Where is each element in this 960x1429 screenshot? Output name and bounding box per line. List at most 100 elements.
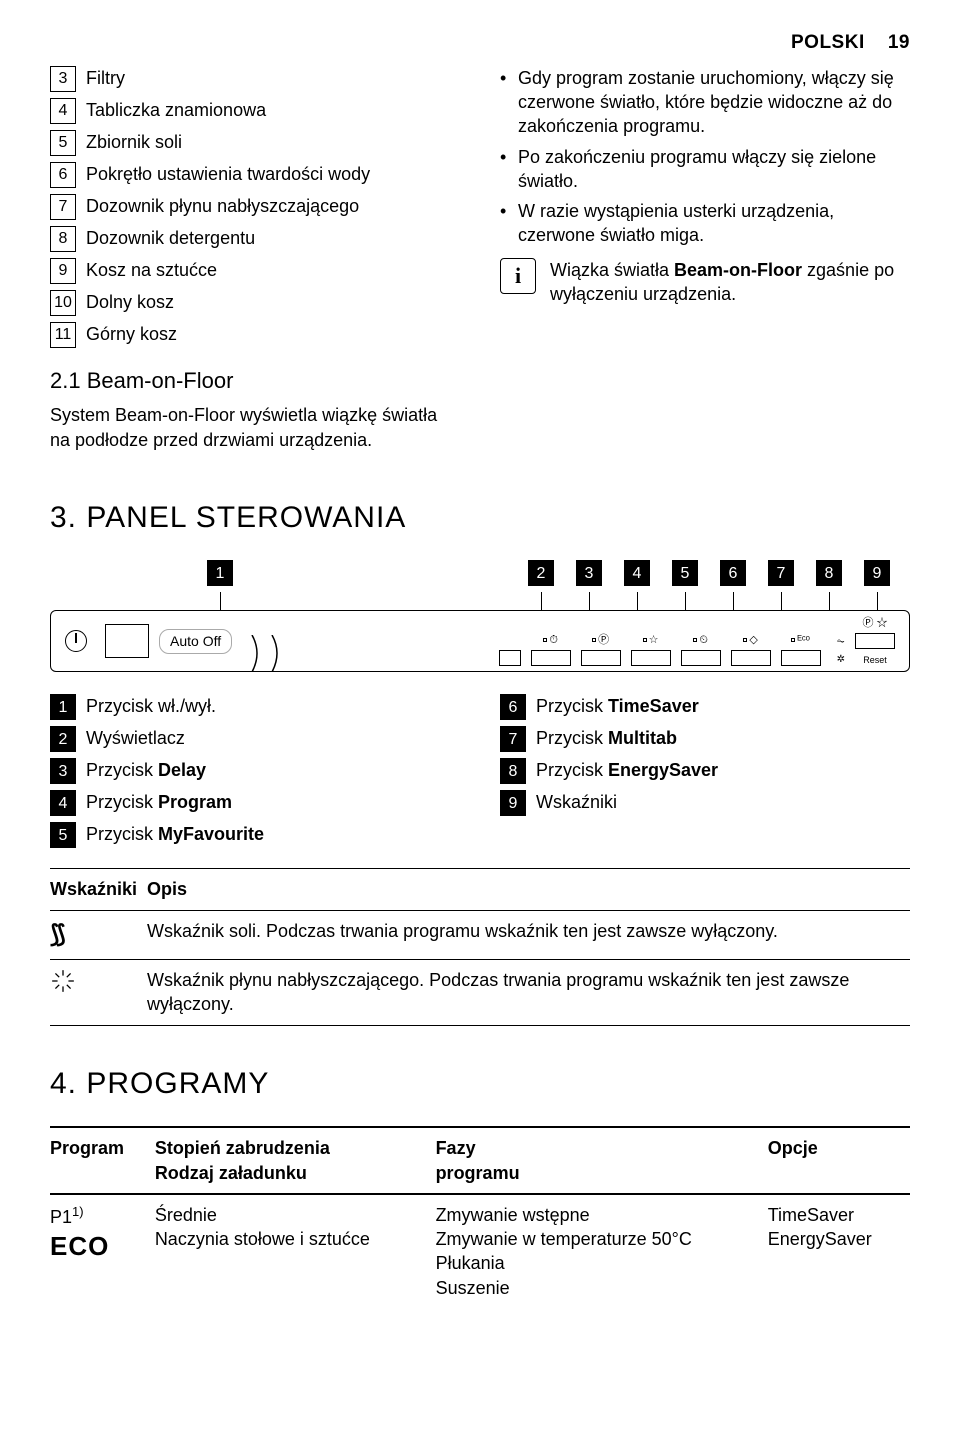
legend-item: 5Przycisk MyFavourite <box>50 822 460 848</box>
legend-label: Przycisk Program <box>86 790 232 814</box>
legend-number: 8 <box>500 758 526 784</box>
list-number: 3 <box>50 66 76 92</box>
list-label: Kosz na sztućce <box>86 258 217 282</box>
info-note-row: i Wiązka światła Beam-on-Floor zgaśnie p… <box>500 258 910 307</box>
list-label: Dozownik detergentu <box>86 226 255 250</box>
auto-off-label: Auto Off <box>159 629 232 654</box>
parts-list-item: 11 Górny kosz <box>50 322 460 348</box>
parts-list-item: 10 Dolny kosz <box>50 290 460 316</box>
indicators-table: Wskaźniki Opis ⟆⟆ Wskaźnik soli. Podczas… <box>50 868 910 1025</box>
power-icon <box>65 630 87 652</box>
list-label: Dozownik płynu nabłyszczającego <box>86 194 359 218</box>
header-lang: POLSKI <box>791 32 865 53</box>
parts-list-item: 6 Pokrętło ustawienia twardości wody <box>50 162 460 188</box>
legend-left: 1 Przycisk wł./wył. 2 Wyświetlacz 3Przycisk … <box>50 694 460 854</box>
legend-item: 7 Przycisk Multitab <box>500 726 910 752</box>
panel-btn-3 <box>531 650 571 666</box>
page-header: POLSKI 19 <box>50 30 910 56</box>
legend-number: 7 <box>500 726 526 752</box>
sub-2-1-title: 2.1 Beam-on-Floor <box>50 366 460 396</box>
ind-th-1: Wskaźniki <box>50 869 147 910</box>
legend-number: 2 <box>50 726 76 752</box>
parts-list-item: 7 Dozownik płynu nabłyszczającego <box>50 194 460 220</box>
legend-number: 6 <box>500 694 526 720</box>
prog-th-1: Program <box>50 1127 155 1194</box>
legend-item: 3Przycisk Delay <box>50 758 460 784</box>
legend-item: 1 Przycisk wł./wył. <box>50 694 460 720</box>
panel-indicators: ⏦✲ <box>837 635 845 666</box>
prog-th-3: Fazyprogramu <box>436 1127 768 1194</box>
panel-btn-6 <box>681 650 721 666</box>
bullet-item: W razie wystąpienia usterki urządzenia, … <box>500 199 910 248</box>
sub-2-1-para: System Beam-on-Floor wyświetla wiązkę św… <box>50 403 460 452</box>
legend-right: 6 Przycisk TimeSaver 7 Przycisk Multitab 8 Pr… <box>500 694 910 854</box>
list-number: 8 <box>50 226 76 252</box>
panel-callout: 2 <box>528 560 554 586</box>
legend-label: Przycisk wł./wył. <box>86 694 216 718</box>
panel-btn-7 <box>731 650 771 666</box>
list-label: Zbiornik soli <box>86 130 182 154</box>
legend-item: 9Wskaźniki <box>500 790 910 816</box>
panel-callout: 6 <box>720 560 746 586</box>
legend-item: 2 Wyświetlacz <box>50 726 460 752</box>
salt-icon: ⟆⟆ <box>50 910 147 959</box>
reset-label: Reset <box>863 654 887 666</box>
panel-callout-1: 1 <box>207 560 233 586</box>
legend-label: Przycisk EnergySaver <box>536 758 718 782</box>
ind-row-1-desc: Wskaźnik soli. Podczas trwania programu … <box>147 910 910 959</box>
legend-number: 9 <box>500 790 526 816</box>
panel-display <box>105 624 149 658</box>
list-number: 4 <box>50 98 76 124</box>
panel-callout: 5 <box>672 560 698 586</box>
list-label: Dolny kosz <box>86 290 174 314</box>
parts-list-item: 9 Kosz na sztućce <box>50 258 460 284</box>
parts-list: 3 Filtry 4 Tabliczka znamionowa 5Zbiornik so… <box>50 66 460 348</box>
programs-table: Program Stopień zabrudzeniaRodzaj załadu… <box>50 1126 910 1308</box>
legend-number: 1 <box>50 694 76 720</box>
legend-item: 8 Przycisk EnergySaver <box>500 758 910 784</box>
legend-label: Wyświetlacz <box>86 726 185 750</box>
parts-list-item: 3 Filtry <box>50 66 460 92</box>
list-label: Pokrętło ustawienia twardości wody <box>86 162 370 186</box>
section-3-title: 3. PANEL STEROWANIA <box>50 498 910 539</box>
legend-label: Przycisk TimeSaver <box>536 694 699 718</box>
right-bullet-list: Gdy program zostanie uruchomiony, włączy… <box>500 66 910 248</box>
panel-btn-reset <box>855 633 895 649</box>
panel-btn-8 <box>781 650 821 666</box>
legend-item: 6 Przycisk TimeSaver <box>500 694 910 720</box>
control-panel-figure: 1 23456789 Auto Off ⏱ Ⓟ ☆ ⏲ ◇ ᴱᶜᵒ ⏦✲ Ⓟ ☆… <box>50 560 910 672</box>
panel-btn-5 <box>631 650 671 666</box>
info-note-text: Wiązka światła Beam-on-Floor zgaśnie po … <box>550 258 910 307</box>
legend-item: 4Przycisk Program <box>50 790 460 816</box>
list-label: Filtry <box>86 66 125 90</box>
list-number: 7 <box>50 194 76 220</box>
list-number: 11 <box>50 322 76 348</box>
prog-row-options: TimeSaverEnergySaver <box>768 1194 910 1308</box>
ind-row-2-desc: Wskaźnik płynu nabłyszczającego. Podczas… <box>147 960 910 1026</box>
parts-list-item: 4 Tabliczka znamionowa <box>50 98 460 124</box>
prog-th-2: Stopień zabrudzeniaRodzaj załadunku <box>155 1127 436 1194</box>
info-icon: i <box>500 258 536 294</box>
list-number: 6 <box>50 162 76 188</box>
panel-callout: 9 <box>864 560 890 586</box>
bullet-item: Po zakończeniu programu włączy się zielo… <box>500 145 910 194</box>
legend-label: Przycisk Delay <box>86 758 206 782</box>
prog-th-4: Opcje <box>768 1127 910 1194</box>
list-number: 9 <box>50 258 76 284</box>
panel-btn-4 <box>581 650 621 666</box>
legend-label: Przycisk Multitab <box>536 726 677 750</box>
bullet-item: Gdy program zostanie uruchomiony, włączy… <box>500 66 910 139</box>
legend-label: Przycisk MyFavourite <box>86 822 264 846</box>
panel-btn-2 <box>499 650 521 666</box>
panel-callout: 3 <box>576 560 602 586</box>
parts-list-item: 5Zbiornik soli <box>50 130 460 156</box>
panel-callout: 7 <box>768 560 794 586</box>
list-label: Tabliczka znamionowa <box>86 98 266 122</box>
list-label: Górny kosz <box>86 322 177 346</box>
list-number: 10 <box>50 290 76 316</box>
parts-list-item: 8 Dozownik detergentu <box>50 226 460 252</box>
section-4-title: 4. PROGRAMY <box>50 1064 910 1105</box>
panel-break-wave <box>232 635 292 672</box>
prog-row-phases: Zmywanie wstępneZmywanie w temperaturze … <box>436 1194 768 1308</box>
header-page: 19 <box>888 32 910 53</box>
